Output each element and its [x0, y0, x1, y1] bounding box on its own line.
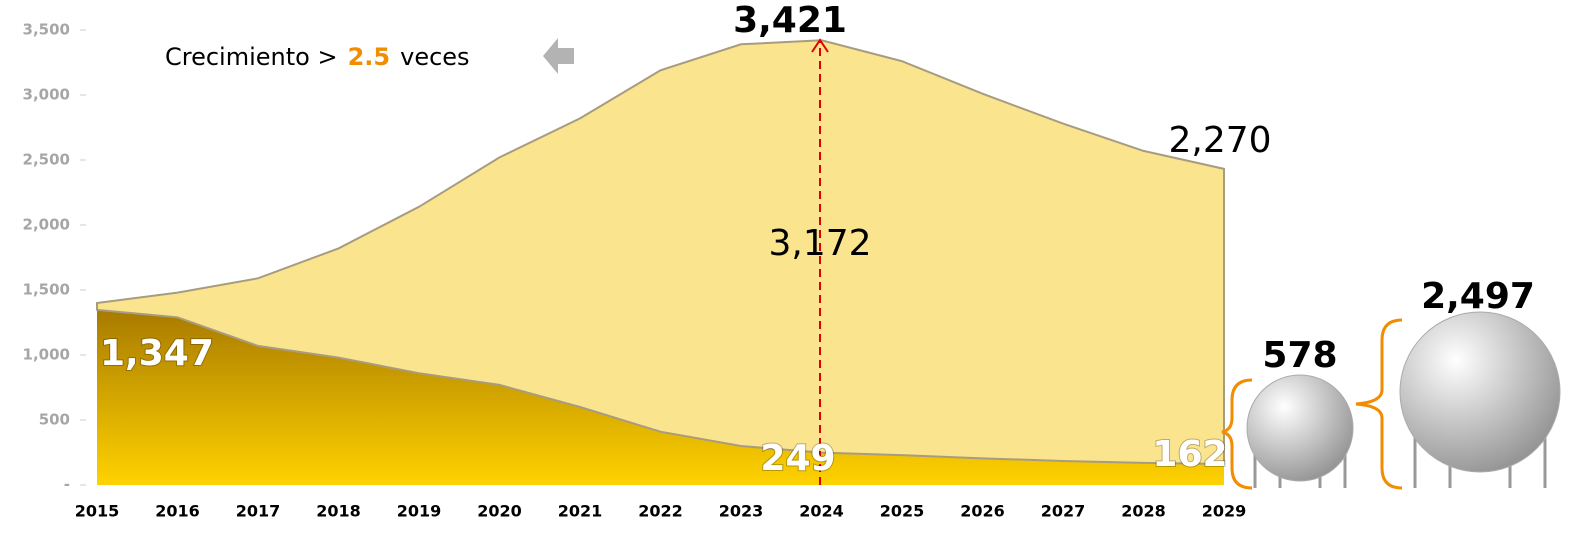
total-label: 3,421	[733, 0, 847, 41]
sphere-small	[1246, 374, 1354, 488]
x-tick-label: 2028	[1121, 502, 1166, 521]
y-tick-label: 1,000	[23, 346, 70, 364]
x-tick-label: 2018	[316, 502, 361, 521]
x-tick-label: 2029	[1202, 502, 1247, 521]
x-tick-label: 2017	[236, 502, 281, 521]
y-tick-label: 1,500	[23, 281, 70, 299]
area	[97, 309, 1224, 485]
value-label: 1,347	[100, 333, 214, 374]
x-tick-label: 2022	[638, 502, 683, 521]
arrow-icon	[543, 38, 574, 74]
y-tick-label: 2,500	[23, 151, 70, 169]
sphere-large	[1399, 311, 1561, 488]
value-label: 249	[760, 438, 835, 479]
x-tick-label: 2020	[477, 502, 522, 521]
x-tick-label: 2019	[397, 502, 442, 521]
brace-large	[1355, 318, 1403, 490]
x-tick-label: 2025	[880, 502, 925, 521]
marker-arrow	[811, 38, 829, 53]
brace-small	[1221, 378, 1253, 490]
growth-text: Crecimiento >	[165, 43, 338, 71]
y-tick-label: 2,000	[23, 216, 70, 234]
y-tick-label: 3,500	[23, 21, 70, 39]
value-label: 2,270	[1168, 120, 1271, 161]
growth-factor: 2.5	[348, 43, 391, 71]
x-tick-label: 2023	[719, 502, 764, 521]
y-tick-label: -	[64, 476, 70, 494]
x-tick-label: 2015	[75, 502, 120, 521]
value-label: 3,172	[768, 223, 871, 264]
growth-note: Crecimiento > 2.5 veces	[165, 43, 470, 71]
x-tick-label: 2027	[1041, 502, 1086, 521]
x-tick-label: 2024	[799, 502, 844, 521]
x-tick-label: 2021	[558, 502, 603, 521]
large-capacity-label: 2,497	[1421, 276, 1535, 317]
y-tick-label: 500	[39, 411, 70, 429]
growth-unit: veces	[400, 43, 469, 71]
value-label: 162	[1152, 434, 1227, 475]
x-tick-label: 2016	[155, 502, 200, 521]
small-capacity-label: 578	[1262, 335, 1337, 376]
area	[96, 39, 1225, 465]
x-tick-label: 2026	[960, 502, 1005, 521]
y-tick-label: 3,000	[23, 86, 70, 104]
